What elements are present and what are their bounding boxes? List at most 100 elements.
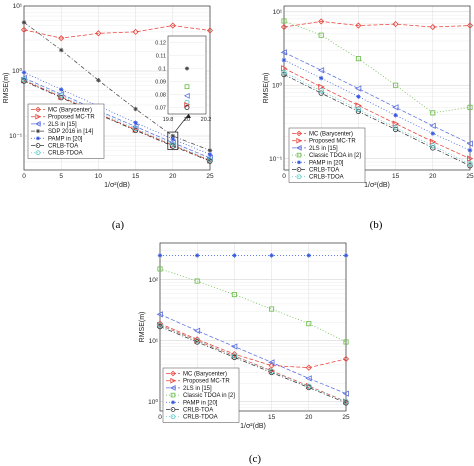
axes-box	[283, 5, 471, 171]
x-tick-label: 10	[95, 173, 103, 180]
legend-entry: 2LS in [15]	[31, 121, 77, 128]
legend-marker	[36, 136, 40, 141]
data-point	[58, 47, 64, 53]
x-axis-label: 1/σ²(dB)	[364, 182, 390, 189]
x-tick-label: 15	[268, 414, 276, 421]
data-point	[466, 22, 474, 29]
data-point	[318, 75, 324, 81]
legend-entry: SDP 2016 in [14]	[31, 129, 94, 135]
legend-label: CRLB-TOA	[48, 144, 78, 150]
legend-marker	[170, 407, 176, 412]
legend-entry: Proposed MC-TR	[31, 113, 95, 121]
x-tick-label: 25	[342, 414, 350, 421]
y-tick-label: 10¹	[13, 3, 23, 10]
legend-marker	[170, 392, 176, 398]
y-axis-label: RMSE(m)	[263, 73, 270, 104]
data-point	[467, 161, 473, 167]
legend-marker	[35, 113, 42, 120]
inset-y-tick-label: 0.07	[155, 106, 166, 112]
data-point	[466, 140, 473, 147]
legend-entry: PAMP in [20]	[292, 160, 344, 166]
legend-label: Classic TDOA in [2]	[309, 153, 361, 159]
legend-marker	[35, 106, 41, 113]
legend-marker	[296, 167, 302, 172]
axes-box	[23, 5, 211, 171]
legend-marker	[296, 130, 302, 137]
data-point	[306, 253, 312, 258]
chart-a: 0 5 10 15 20 25 10⁻¹ 10⁰ 10¹ 1/σ²(dB) RMSE(m) MC (B…	[3, 3, 214, 231]
legend-entry: PAMP in [20]	[31, 136, 83, 142]
figure-caption: (c)	[249, 453, 262, 465]
legend-marker	[297, 160, 301, 165]
data-point	[392, 120, 399, 127]
data-point	[355, 56, 361, 62]
legend-label: 2LS in [15]	[309, 146, 338, 152]
legend-label: CRLB-TDOA	[48, 151, 83, 157]
data-point	[231, 353, 238, 359]
series-line	[283, 52, 471, 144]
data-point	[193, 327, 201, 334]
series-2ls-in-15	[156, 311, 349, 397]
data-point	[232, 253, 237, 258]
data-point	[392, 104, 399, 111]
series-classic-tdoa-in-2	[157, 266, 349, 345]
series-mc-barycenter	[280, 18, 474, 31]
y-tick-label: 10¹	[149, 338, 159, 345]
legend-label: MC (Barycenter)	[183, 372, 227, 378]
y-tick-label: 10²	[149, 277, 159, 284]
legend-marker	[171, 400, 175, 405]
data-point	[21, 20, 27, 25]
legend-entry: 2LS in [15]	[292, 145, 338, 152]
x-tick-label: 0	[282, 173, 286, 180]
series-sdp-2016-in-14	[21, 20, 213, 153]
inset-x-tick-label: 20.2	[201, 117, 212, 123]
data-point	[392, 126, 399, 133]
legend-label: CRLB-TDOA	[183, 415, 218, 421]
x-tick-label: 20	[169, 173, 177, 180]
series-line	[159, 313, 347, 394]
data-point	[170, 136, 176, 142]
data-point	[355, 106, 362, 112]
data-point	[268, 359, 275, 366]
data-point	[170, 143, 176, 149]
data-point	[280, 23, 288, 31]
data-point	[157, 322, 163, 328]
inset-axes	[167, 35, 207, 115]
data-point	[58, 94, 64, 101]
legend-label: 2LS in [15]	[48, 122, 77, 128]
data-point	[318, 32, 324, 38]
zoom-inset: 0.12 0.11 0.1 0.09 0.08 0.07 19.8 20 20.2	[155, 35, 212, 150]
data-point	[21, 70, 27, 75]
inset-y-tick-label: 0.08	[155, 93, 166, 99]
data-point	[207, 148, 213, 153]
data-point	[133, 120, 138, 125]
y-axis-label: RMSE(m)	[3, 73, 10, 104]
data-point	[58, 92, 64, 99]
series-line	[23, 72, 211, 155]
series-crlb-tdoa	[157, 322, 349, 405]
series-classic-tdoa-in-2	[281, 18, 473, 116]
data-point	[430, 110, 436, 116]
inset-point	[184, 105, 190, 110]
data-point	[430, 131, 436, 136]
data-point	[132, 28, 139, 35]
y-tick-label: 10⁰	[148, 398, 158, 406]
legend-label: PAMP in [20]	[48, 136, 83, 142]
legend-label: PAMP in [20]	[309, 160, 344, 166]
legend-label: Proposed MC-TR	[48, 115, 95, 121]
data-point	[169, 22, 176, 29]
data-point	[207, 157, 213, 163]
data-point	[206, 27, 214, 34]
legend-label: Proposed MC-TR	[183, 379, 230, 385]
inset-y-tick-label: 0.1	[158, 67, 166, 73]
data-point	[268, 368, 275, 374]
series-line	[159, 323, 347, 369]
legend-entry: CRLB-TOA	[31, 143, 78, 150]
data-point	[343, 339, 349, 345]
data-point	[231, 354, 238, 361]
data-point	[343, 253, 349, 258]
legend-entry: MC (Barycenter)	[292, 130, 353, 138]
data-point	[194, 337, 200, 344]
